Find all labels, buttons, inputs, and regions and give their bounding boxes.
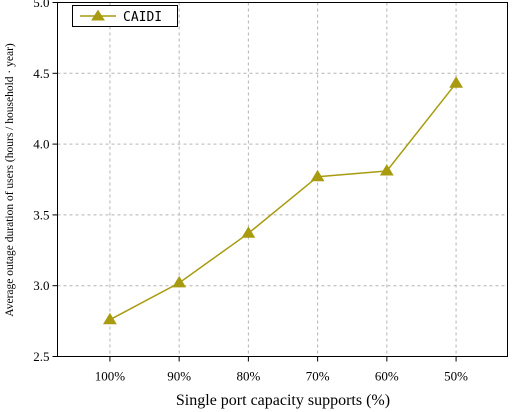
x-tick-label: 100% — [95, 369, 126, 384]
y-axis-title: Average outage duration of users (hours … — [4, 43, 16, 317]
x-tick-label: 70% — [306, 369, 330, 384]
series-line — [109, 82, 457, 321]
x-axis: 100% 90% 80% 70% 60% 50% — [95, 356, 468, 384]
legend-label: CAIDI — [123, 10, 162, 25]
x-tick-label: 80% — [236, 369, 260, 384]
x-tick-label: 60% — [375, 369, 399, 384]
y-tick-label: 3.5 — [33, 207, 49, 222]
y-tick-label: 5.0 — [33, 0, 49, 10]
data-point — [241, 226, 256, 238]
data-point — [449, 76, 463, 88]
legend-marker — [91, 9, 105, 21]
y-tick-label: 4.5 — [33, 66, 49, 81]
series-group — [103, 76, 463, 325]
y-axis: 2.5 3.0 3.5 4.0 4.5 5.0 — [33, 0, 58, 364]
plot-frame — [57, 2, 508, 357]
data-point — [379, 164, 394, 176]
y-tick-label: 3.0 — [33, 278, 49, 293]
x-axis-title: Single port capacity supports (%) — [176, 392, 390, 409]
data-point — [310, 169, 325, 182]
y-tick-label: 4.0 — [33, 137, 49, 152]
grid — [57, 2, 508, 357]
y-tick-label: 2.5 — [33, 349, 49, 364]
data-point — [103, 312, 117, 325]
x-tick-label: 50% — [444, 369, 468, 384]
legend-box — [72, 5, 178, 27]
data-point — [172, 275, 187, 288]
x-tick-label: 90% — [167, 369, 191, 384]
legend: CAIDI — [72, 5, 178, 27]
